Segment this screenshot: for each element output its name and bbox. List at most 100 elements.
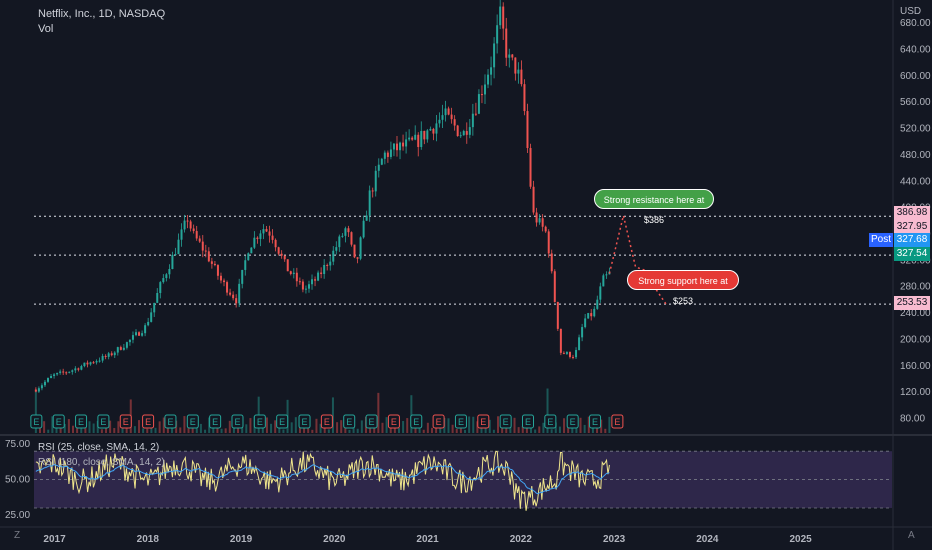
- candle-body: [219, 275, 222, 281]
- candle-body: [426, 130, 429, 140]
- candle-body: [298, 281, 301, 283]
- volume-bar: [563, 418, 566, 433]
- volume-bar: [265, 417, 268, 433]
- price-tick-label: 640.00: [900, 45, 931, 56]
- candle-body: [468, 127, 471, 135]
- candle-body: [131, 335, 134, 340]
- volume-bar: [113, 428, 116, 433]
- volume-bar: [80, 424, 83, 433]
- candle-body: [183, 220, 186, 230]
- volume-bar: [426, 422, 429, 433]
- volume-bar: [183, 416, 186, 433]
- earnings-marker-label: E: [391, 417, 397, 427]
- candle-body: [517, 69, 520, 74]
- resistance-note[interactable]: Strong resistance here at $386: [594, 189, 714, 225]
- volume-bar: [331, 397, 334, 433]
- volume-bar: [220, 428, 223, 433]
- candle-body: [362, 220, 365, 238]
- candle-body: [92, 362, 95, 364]
- candle-body: [590, 313, 593, 317]
- earnings-marker: [52, 414, 65, 429]
- candle-body: [232, 294, 235, 299]
- zoom-reset-button[interactable]: Z: [14, 530, 21, 541]
- candle-body: [74, 368, 77, 371]
- volume-bar: [348, 429, 351, 433]
- volume-bar: [377, 392, 380, 433]
- candle-body: [37, 388, 40, 392]
- volume-bar: [455, 428, 458, 433]
- earnings-marker: [186, 414, 199, 429]
- candle-body: [192, 228, 195, 232]
- candle-body: [250, 247, 253, 254]
- candle-body: [147, 321, 150, 326]
- volume-bar: [373, 427, 376, 433]
- volume-bar: [587, 416, 590, 433]
- rsi-pane: 75.00 50.00 25.00: [5, 439, 892, 521]
- candle-body: [344, 228, 347, 236]
- volume-bar: [34, 390, 37, 433]
- candle-body: [368, 190, 371, 216]
- volume-bar: [600, 419, 603, 433]
- price-tick-label: 280.00: [900, 282, 931, 293]
- candle-body: [380, 158, 383, 165]
- volume-bar: [311, 429, 314, 433]
- level-lines: [34, 215, 892, 305]
- earnings-marker: [589, 414, 602, 429]
- volume-bar: [472, 416, 475, 433]
- earnings-marker: [544, 414, 557, 429]
- volume-bar: [307, 424, 310, 433]
- candle-body: [423, 130, 426, 140]
- candle-body: [502, 6, 505, 29]
- earnings-marker: [365, 414, 378, 429]
- time-axis[interactable]: 2017 2018 2019 2020 2021 2022 2023 2024 2025: [43, 534, 812, 545]
- level-tag-last: 327.54: [894, 247, 930, 261]
- earnings-marker-label: E: [369, 417, 375, 427]
- candle-body: [241, 269, 244, 284]
- candle-body: [456, 125, 459, 136]
- candle-body: [271, 235, 274, 240]
- earnings-marker-label: E: [279, 417, 285, 427]
- volume-bar: [315, 418, 318, 433]
- candle-body: [568, 352, 571, 357]
- candle-body: [465, 131, 468, 135]
- auto-scale-button[interactable]: A: [908, 530, 915, 541]
- earnings-marker: [276, 414, 289, 429]
- candle-body: [520, 69, 523, 85]
- volume-bar: [146, 428, 149, 433]
- candle-body: [599, 286, 602, 300]
- time-tick-label: 2019: [230, 534, 253, 545]
- candle-body: [493, 43, 496, 68]
- earnings-marker-label: E: [480, 417, 486, 427]
- earnings-marker: [119, 414, 132, 429]
- price-tick-label: 80.00: [900, 414, 925, 425]
- candle-body: [138, 332, 141, 336]
- volume-bar: [245, 424, 248, 433]
- volume-bar: [195, 427, 198, 433]
- candle-body: [347, 228, 350, 233]
- candle-body: [411, 137, 414, 140]
- level-tag-resistance: 386.98: [894, 206, 930, 220]
- candle-body: [259, 233, 262, 239]
- candle-body: [383, 152, 386, 159]
- earnings-marker-label: E: [614, 417, 620, 427]
- earnings-marker-label: E: [324, 417, 330, 427]
- volume-bar: [468, 416, 471, 433]
- volume-bar: [336, 422, 339, 433]
- candle-body: [265, 229, 268, 232]
- rsi-tick-label: 25.00: [5, 510, 30, 521]
- candle-body: [471, 113, 474, 128]
- volume-bar: [406, 418, 409, 433]
- candle-body: [47, 378, 50, 382]
- candle-body: [280, 253, 283, 256]
- level-tag-post: 327.68: [894, 233, 930, 247]
- candle-body: [65, 372, 68, 374]
- candle-body: [128, 339, 131, 343]
- candle-body: [110, 353, 113, 356]
- candle-body: [596, 299, 599, 309]
- earnings-marker: [343, 414, 356, 429]
- time-tick-label: 2025: [789, 534, 812, 545]
- support-note[interactable]: Strong support here at $253: [627, 270, 739, 306]
- candle-body: [213, 263, 216, 266]
- level-tag-support: 253.53: [894, 296, 930, 310]
